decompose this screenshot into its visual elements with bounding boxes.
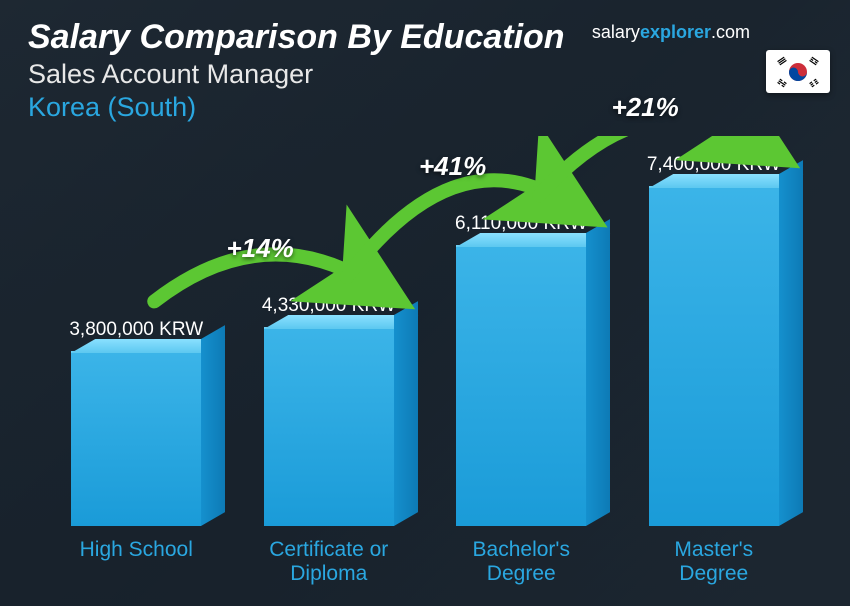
brand-suffix: .com [711, 22, 750, 42]
bar-category-label: High School [56, 538, 216, 586]
increase-pct-badge: +14% [227, 233, 294, 264]
bar [649, 186, 779, 526]
bar [264, 327, 394, 526]
bar-value-label: 7,400,000 KRW [647, 154, 781, 176]
chart-title: Salary Comparison By Education [28, 18, 565, 57]
bar [456, 245, 586, 526]
header: Salary Comparison By Education Sales Acc… [28, 18, 565, 123]
brand-logo: salaryexplorer.com [592, 22, 750, 43]
bar-category-label: Bachelor'sDegree [441, 538, 601, 586]
country-flag-icon [766, 50, 830, 93]
bar-value-label: 6,110,000 KRW [455, 213, 587, 235]
bar-category-label: Certificate orDiploma [249, 538, 409, 586]
brand-accent: explorer [640, 22, 711, 42]
brand-prefix: salary [592, 22, 640, 42]
bar-value-label: 4,330,000 KRW [262, 295, 396, 317]
bar-chart: 3,800,000 KRW 4,330,000 KRW 6,110,000 KRW 7… [40, 136, 810, 586]
bar-category-label: Master'sDegree [634, 538, 794, 586]
chart-subtitle: Sales Account Manager [28, 59, 565, 90]
bar-group: 7,400,000 KRW [634, 154, 794, 526]
increase-pct-badge: +41% [419, 151, 486, 182]
bar-group: 3,800,000 KRW [56, 319, 216, 526]
bar [71, 351, 201, 526]
increase-pct-badge: +21% [612, 92, 679, 123]
chart-country: Korea (South) [28, 92, 565, 123]
bar-group: 4,330,000 KRW [249, 295, 409, 526]
bar-group: 6,110,000 KRW [441, 213, 601, 526]
